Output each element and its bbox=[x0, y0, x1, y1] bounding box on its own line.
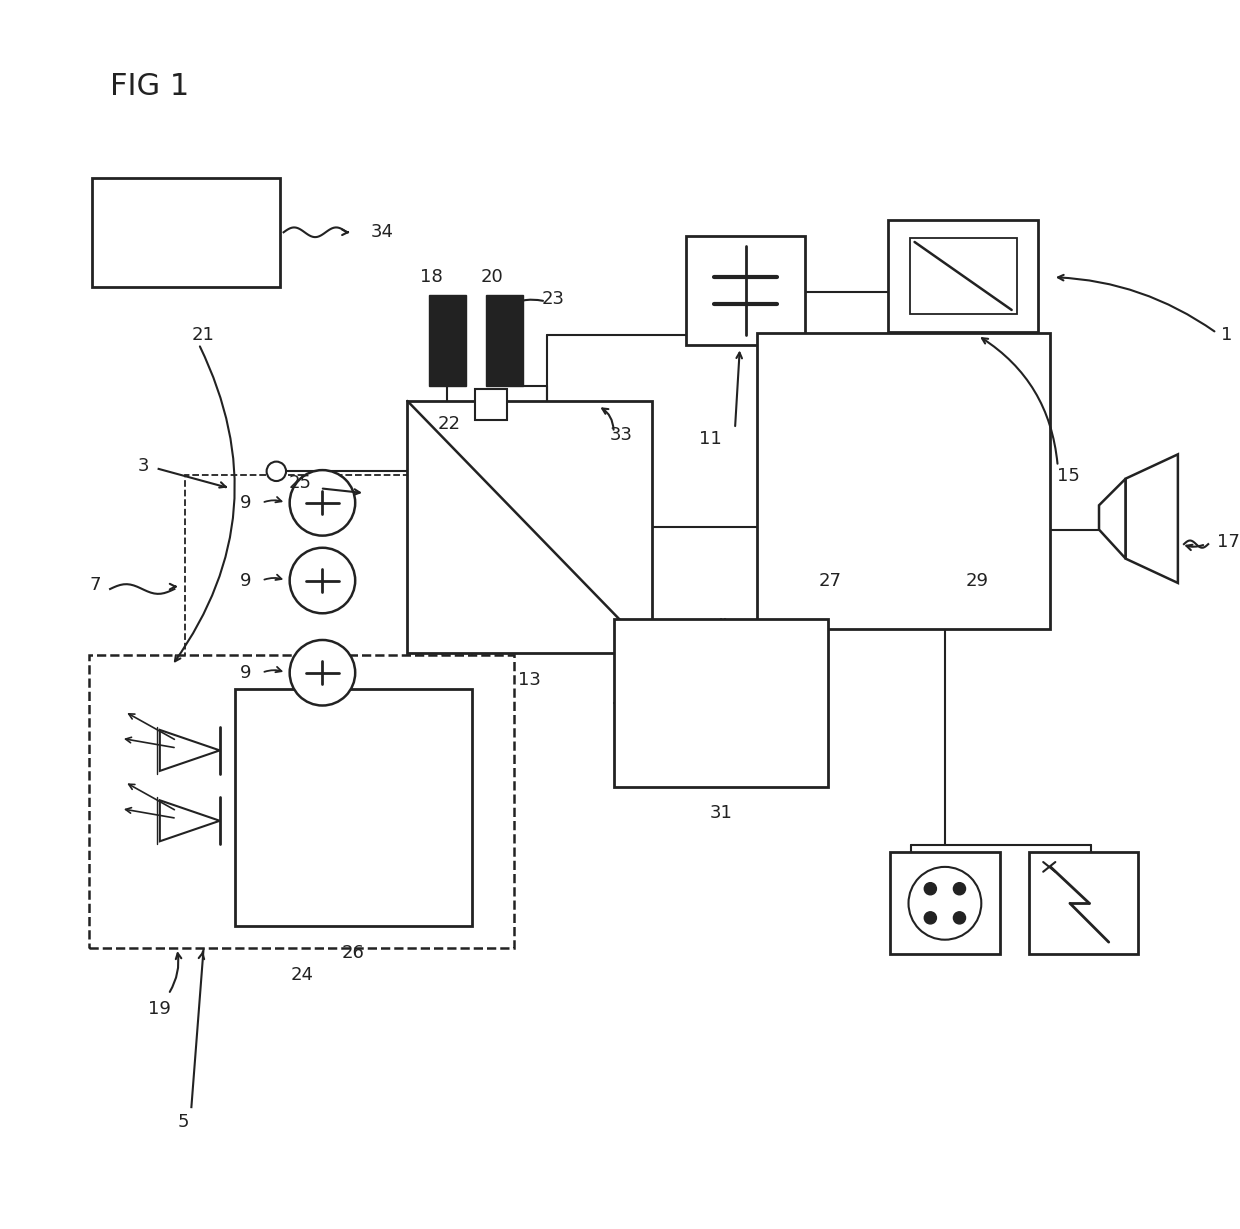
Text: 26: 26 bbox=[342, 944, 365, 962]
Text: 23: 23 bbox=[542, 290, 564, 308]
Text: 24: 24 bbox=[290, 966, 314, 984]
Bar bbox=[888, 220, 1038, 332]
Bar bbox=[429, 295, 465, 386]
Circle shape bbox=[924, 912, 936, 924]
Text: 9: 9 bbox=[241, 664, 252, 682]
Circle shape bbox=[267, 462, 286, 481]
Circle shape bbox=[290, 548, 355, 613]
Text: 15: 15 bbox=[1058, 467, 1080, 485]
Bar bbox=[687, 236, 805, 345]
Circle shape bbox=[924, 882, 936, 895]
Circle shape bbox=[290, 640, 355, 705]
Text: FIG 1: FIG 1 bbox=[110, 73, 190, 101]
Text: 29: 29 bbox=[966, 571, 988, 590]
Text: 5: 5 bbox=[177, 1112, 188, 1131]
Bar bbox=[185, 474, 418, 712]
Polygon shape bbox=[160, 730, 219, 771]
Bar bbox=[475, 388, 507, 420]
Text: 19: 19 bbox=[149, 1000, 171, 1018]
Polygon shape bbox=[1099, 478, 1126, 559]
Bar bbox=[408, 401, 652, 654]
Text: 7: 7 bbox=[89, 576, 100, 595]
Bar bbox=[614, 619, 828, 787]
Text: 3: 3 bbox=[138, 457, 150, 476]
Text: 11: 11 bbox=[699, 430, 722, 447]
Text: 31: 31 bbox=[709, 805, 733, 822]
Polygon shape bbox=[160, 800, 219, 842]
Text: 1: 1 bbox=[1220, 327, 1233, 344]
Circle shape bbox=[290, 471, 355, 536]
Bar bbox=[890, 853, 999, 954]
Text: 9: 9 bbox=[241, 571, 252, 590]
Circle shape bbox=[909, 866, 981, 940]
Text: 18: 18 bbox=[420, 268, 443, 286]
Bar bbox=[89, 655, 515, 949]
Text: 20: 20 bbox=[481, 268, 503, 286]
Polygon shape bbox=[1126, 455, 1178, 583]
Text: 17: 17 bbox=[1216, 532, 1240, 551]
Circle shape bbox=[954, 912, 966, 924]
Bar bbox=[236, 688, 471, 927]
Bar bbox=[910, 238, 1017, 313]
Bar bbox=[1029, 853, 1138, 954]
Text: 21: 21 bbox=[192, 327, 215, 344]
Circle shape bbox=[954, 882, 966, 895]
Text: 22: 22 bbox=[438, 415, 461, 433]
Text: 13: 13 bbox=[518, 671, 542, 689]
Bar bbox=[756, 333, 1050, 629]
Bar bbox=[92, 178, 280, 286]
Text: 25: 25 bbox=[289, 474, 312, 493]
Bar bbox=[486, 295, 522, 386]
Text: 27: 27 bbox=[818, 571, 842, 590]
Text: 9: 9 bbox=[241, 494, 252, 511]
Text: 34: 34 bbox=[371, 224, 394, 241]
Text: 33: 33 bbox=[609, 426, 632, 444]
